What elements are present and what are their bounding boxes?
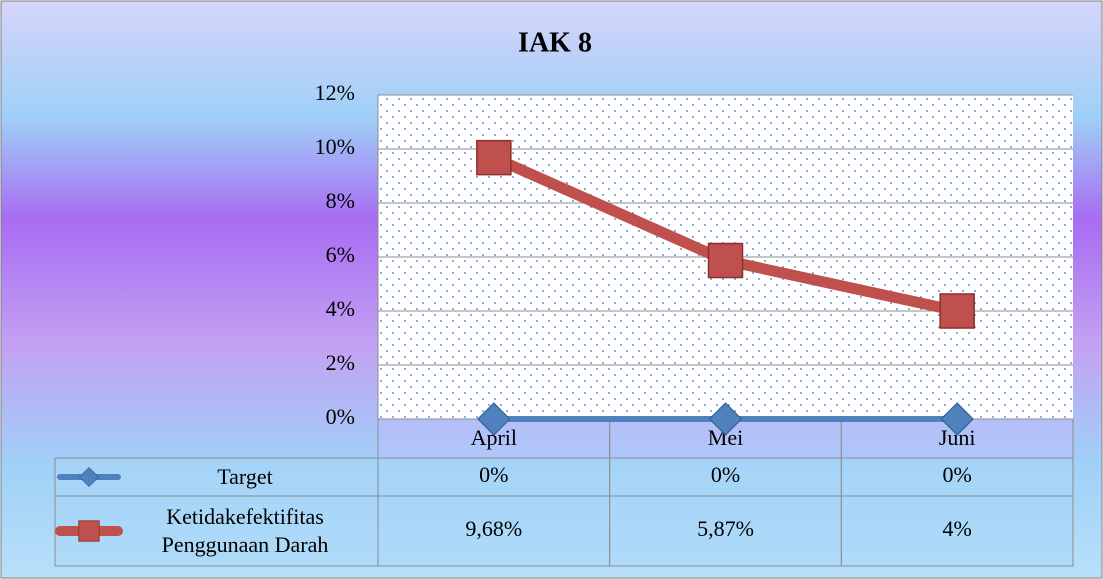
legend-label: Ketidakefektifitas Penggunaan Darah: [161, 504, 329, 557]
table-cell: [840, 495, 1074, 567]
marker: [940, 402, 974, 436]
y-tick-label: 10%: [315, 134, 355, 159]
y-tick-label: 6%: [326, 242, 355, 267]
marker: [707, 242, 744, 279]
legend-entry: Target: [217, 464, 273, 489]
marker: [708, 402, 743, 436]
chart-title: IAK 8: [518, 27, 592, 58]
table-cell: [609, 457, 842, 497]
legend-marker: [78, 520, 100, 542]
data-label: 4%: [943, 516, 972, 541]
table-cell: [840, 457, 1074, 497]
data-label: 0%: [479, 462, 508, 487]
y-tick-label: 4%: [326, 296, 355, 321]
y-tick-label: 12%: [315, 80, 355, 105]
data-label: 0%: [711, 462, 740, 487]
y-tick-label: 8%: [326, 188, 355, 213]
table-cell: [377, 457, 611, 497]
y-tick-label: 2%: [326, 350, 355, 375]
legend-entry: Ketidakefektifitas Penggunaan Darah: [161, 504, 329, 557]
legend-marker: [78, 466, 100, 488]
table-cell: [377, 495, 611, 567]
table-cell: [609, 495, 842, 567]
marker: [939, 293, 975, 329]
data-label: 9,68%: [465, 516, 522, 541]
y-tick-label: 0%: [326, 404, 355, 429]
marker: [476, 139, 512, 176]
data-label: 0%: [943, 462, 972, 487]
data-label: 5,87%: [697, 516, 754, 541]
marker: [477, 402, 511, 436]
legend-label: Target: [217, 464, 273, 489]
